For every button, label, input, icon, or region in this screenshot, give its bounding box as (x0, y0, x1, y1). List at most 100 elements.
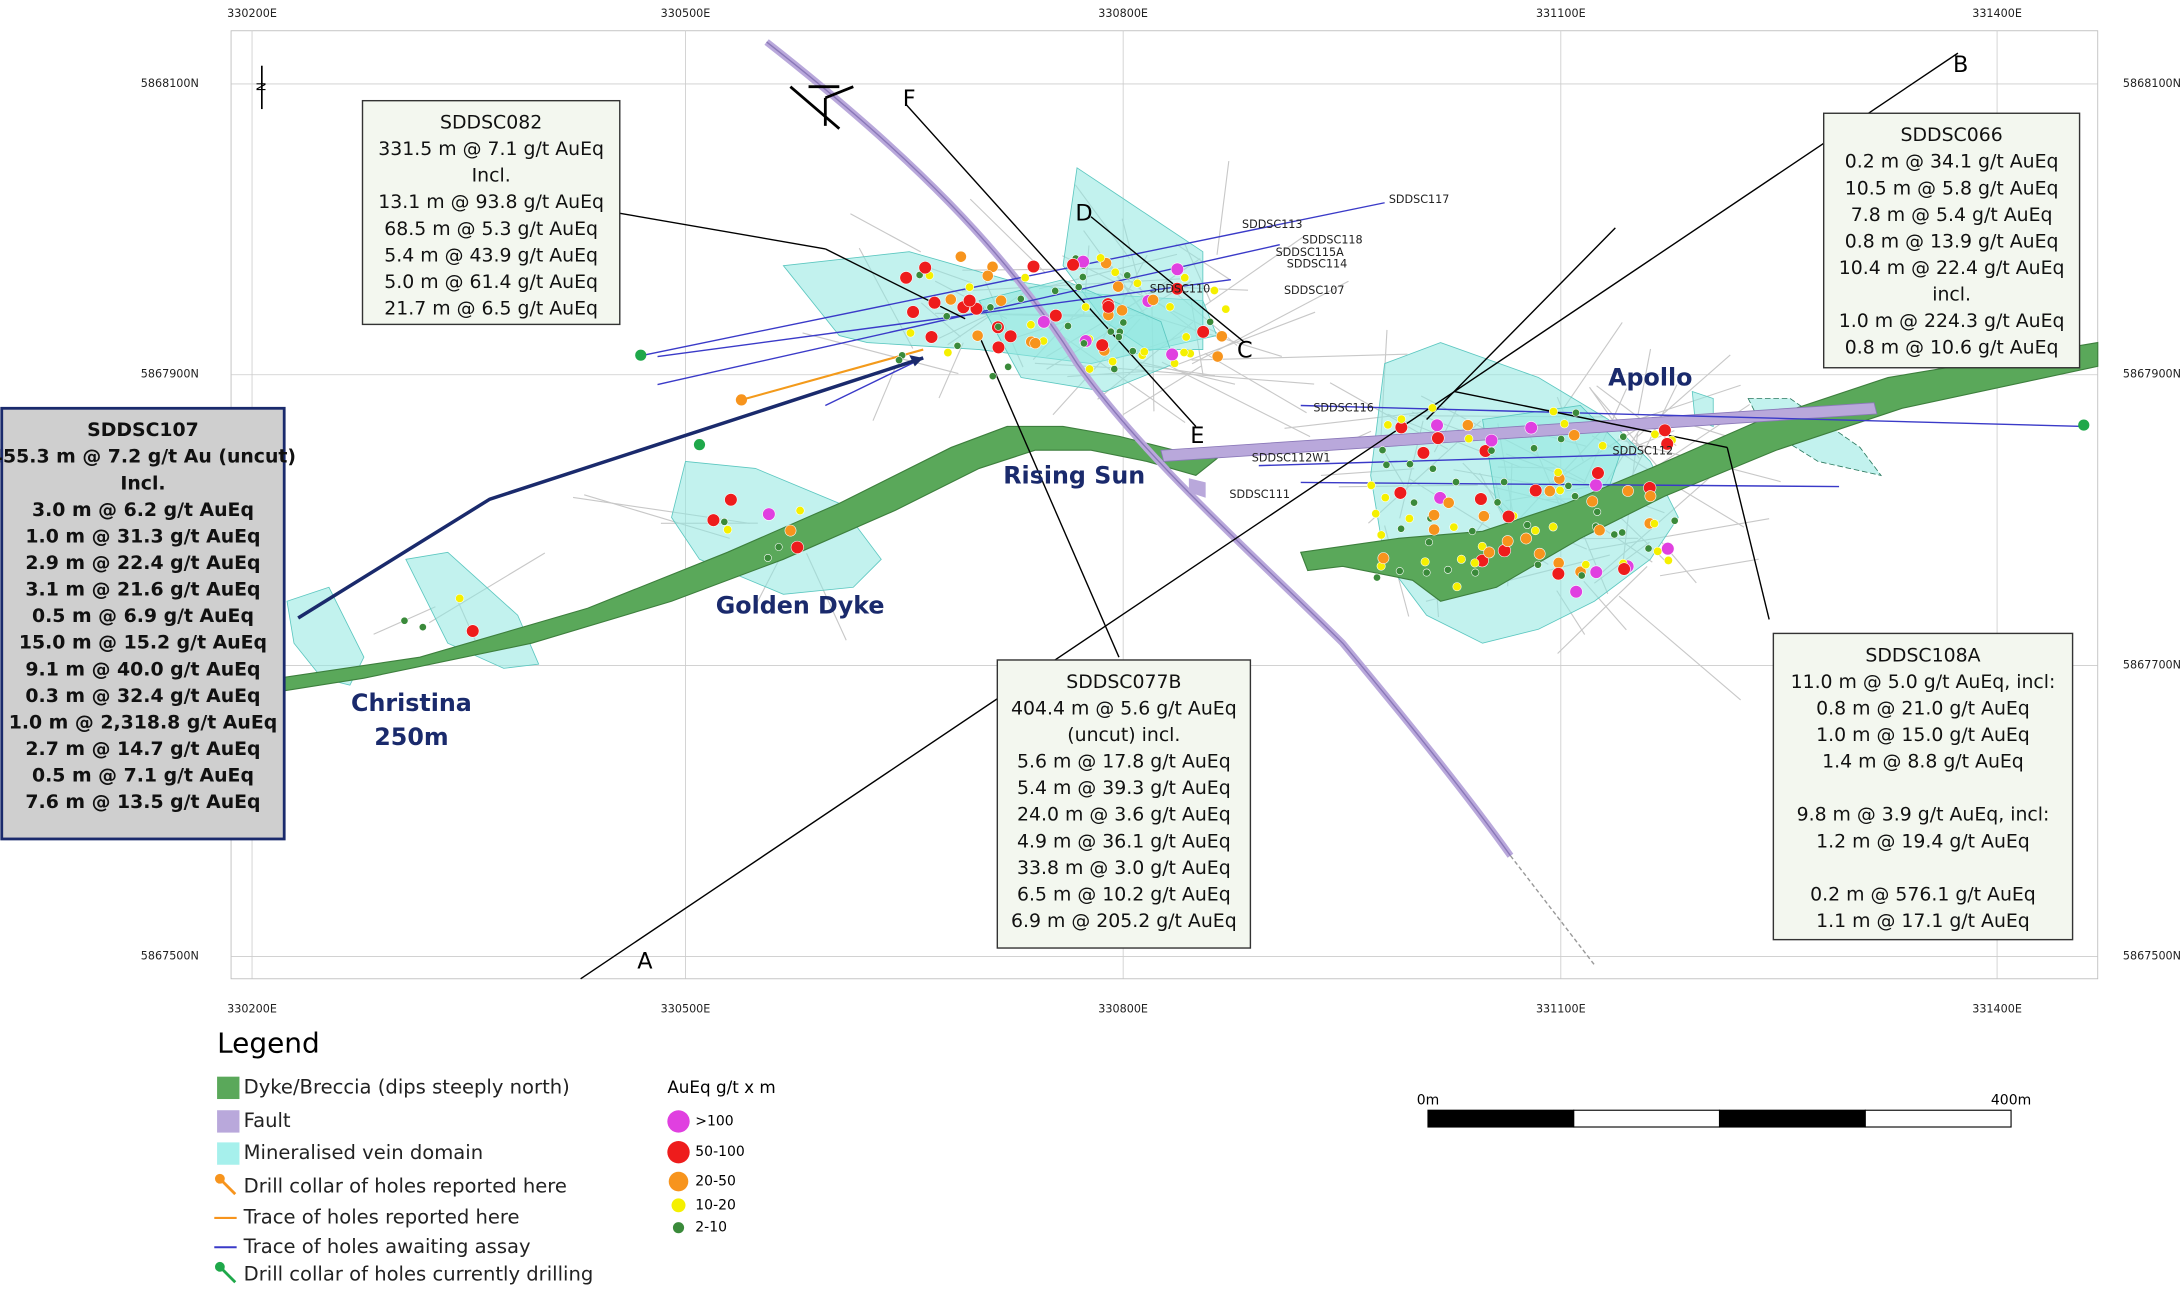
assay-dot (1425, 538, 1433, 547)
swatch (214, 1173, 225, 1184)
callout-line: 0.2 m @ 34.1 g/t AuEq (1845, 151, 2059, 173)
assay-dot (1670, 516, 1679, 525)
hole-label: SDDSC107 (1284, 284, 1345, 297)
assay-dot (1430, 418, 1444, 432)
assay-dot (1572, 408, 1580, 417)
assay-dot (1483, 546, 1496, 559)
assay-dot (1557, 435, 1566, 443)
callout-line: 0.2 m @ 576.1 g/t AuEq (1810, 883, 2036, 905)
callout-line: 0.8 m @ 13.9 g/t AuEq (1845, 230, 2059, 252)
hole-label: SDDSC112W1 (1252, 452, 1331, 465)
assay-dot (400, 616, 409, 625)
scale-label: 0m (1417, 1092, 1440, 1108)
assay-dot (1586, 495, 1599, 508)
x-label: 331100E (1536, 7, 1586, 20)
callout-line: 5.4 m @ 39.3 g/t AuEq (1017, 777, 1231, 799)
assay-dot (1533, 547, 1546, 560)
assay-dot (991, 340, 1006, 354)
callouts: SDDSC082 331.5 m @ 7.1 g/t AuEq Incl. 13.1 … (0, 99, 2081, 949)
hole-trace (1204, 352, 1307, 414)
dyke (230, 341, 2099, 700)
y-label: 5868100N (141, 77, 199, 90)
assay-dot (1551, 567, 1565, 581)
section-label: C (1237, 337, 1253, 363)
callout-title: SDDSC066 (1901, 124, 2003, 146)
hole-trace (1171, 311, 1316, 368)
callout-box (1822, 112, 2081, 369)
assay-dot (1471, 568, 1480, 577)
assay-dot (1564, 481, 1573, 490)
assay-dot (915, 271, 924, 279)
callout-line: 33.8 m @ 3.0 g/t AuEq (1017, 857, 1231, 879)
assay-dot (784, 524, 797, 537)
callout-line: 5.0 m @ 61.4 g/t AuEq (384, 271, 598, 293)
scale-segment (1864, 1109, 2012, 1128)
callout-line: 1.0 m @ 2,318.8 g/t AuEq (9, 711, 278, 733)
assay-dot (1487, 446, 1496, 455)
assay-dot (1442, 496, 1455, 509)
assay-dot (1382, 460, 1391, 469)
callout-line: 0.8 m @ 21.0 g/t AuEq (1816, 697, 2030, 719)
legend-title: Legend (217, 1027, 320, 1060)
assay-dot (1128, 347, 1137, 356)
assay-dot (1650, 429, 1660, 439)
callout-line: 68.5 m @ 5.3 g/t AuEq (384, 218, 598, 240)
y-label: 5867900N (141, 368, 199, 381)
hole-trace (1637, 348, 1652, 415)
legend-item: Mineralised vein domain (244, 1141, 483, 1164)
assay-dot (1591, 466, 1605, 480)
assay-dot (1383, 420, 1393, 430)
grade-label: 50-100 (695, 1144, 744, 1160)
callout-line: 1.0 m @ 15.0 g/t AuEq (1816, 724, 2030, 746)
assay-dot (1571, 492, 1579, 501)
grade-label: 2-10 (695, 1220, 727, 1236)
assay-dot (1037, 315, 1051, 329)
assay-dot (1074, 283, 1083, 291)
hole-label: SDDSC117 (1389, 193, 1450, 206)
assay-dot (1416, 446, 1430, 460)
section-label: E (1190, 423, 1204, 449)
grade-dot (667, 1140, 690, 1164)
assay-dot (1380, 493, 1390, 503)
callout-line: 6.9 m @ 205.2 g/t AuEq (1011, 910, 1237, 932)
assay-dot (1470, 558, 1480, 568)
assay-dot (1026, 320, 1036, 330)
scale-segment (1427, 1109, 1575, 1128)
callout-line: 1.2 m @ 19.4 g/t AuEq (1816, 830, 2030, 852)
callout-line: 1.1 m @ 17.1 g/t AuEq (1816, 910, 2030, 932)
callout-line: 13.1 m @ 93.8 g/t AuEq (378, 191, 604, 213)
collar (693, 439, 706, 451)
assay-dot (1484, 433, 1499, 448)
hole-label: SDDSC114 (1287, 257, 1348, 270)
assay-dot (1170, 262, 1184, 276)
assay-dot (1119, 318, 1128, 327)
assay-dot (1393, 486, 1407, 500)
assay-dot (1477, 510, 1490, 523)
hole-trace (872, 367, 896, 421)
callout-line: Incl. (472, 165, 511, 187)
assay-dot (1589, 478, 1603, 492)
assay-dot (1004, 329, 1018, 343)
callout-line: 21.7 m @ 6.5 g/t AuEq (384, 298, 598, 320)
place-label: Christina (351, 689, 472, 717)
assay-dot (1422, 568, 1431, 577)
x-label: 330200E (227, 7, 277, 20)
assay-dot (1649, 519, 1659, 529)
legend: Legend Dyke/Breccia (dips steeply north) F… (214, 1027, 2031, 1286)
callout-line: 1.0 m @ 224.3 g/t AuEq (1839, 310, 2065, 332)
hole-label: SDDSC116 (1313, 401, 1374, 414)
hole-trace (1199, 234, 1306, 310)
assay-dot (795, 506, 805, 516)
assay-dot (1618, 528, 1627, 537)
assay-dot (1116, 304, 1128, 317)
callout-box (996, 659, 1252, 949)
callout-title: SDDSC108A (1865, 644, 1980, 666)
place-label: Apollo (1608, 363, 1692, 391)
scale-segment (1718, 1109, 1866, 1128)
assay-dot (1559, 419, 1569, 429)
assay-dot (1110, 365, 1119, 373)
assay-dot (1095, 338, 1109, 352)
assay-dot (1663, 555, 1673, 565)
callout-line: 7.6 m @ 13.5 g/t AuEq (25, 791, 260, 813)
